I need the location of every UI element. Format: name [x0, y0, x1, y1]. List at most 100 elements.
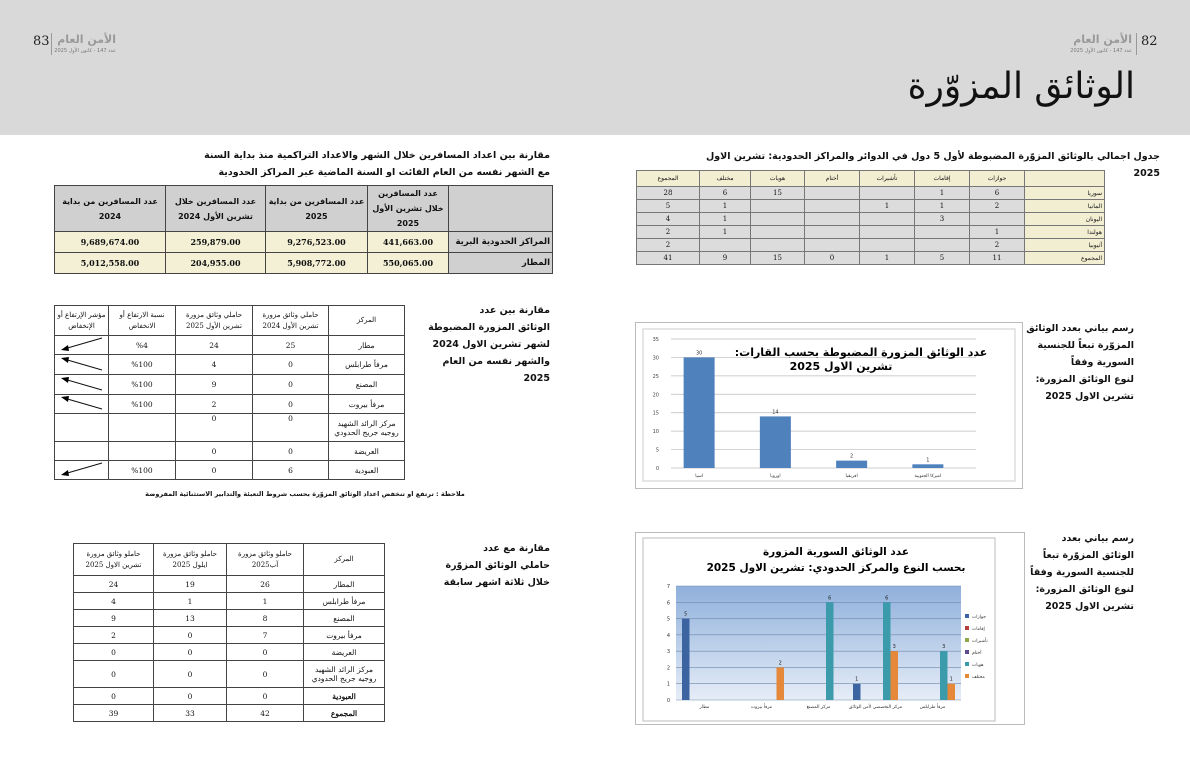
indicator-cell — [54, 354, 109, 375]
table-cell: 6 — [969, 186, 1025, 200]
table-cell: 5,908,772.00 — [265, 252, 368, 274]
column-header: نسبة الارتفاع أو الانخفاض — [108, 305, 176, 336]
table-cell: 4 — [73, 592, 154, 610]
column-header — [448, 185, 553, 232]
y-tick-label: 25 — [653, 374, 659, 380]
center-name: مركز الرائد الشهيد روجيه جريج الحدودي — [328, 413, 405, 442]
table-cell: 41 — [636, 251, 700, 265]
x-tick-label: مرفأ بيروت — [751, 703, 773, 710]
column-header: المركز — [303, 543, 385, 576]
table-cell — [108, 413, 176, 442]
table-cell — [859, 186, 915, 200]
comparison-note: ملاحظة : ترتفع او تنخفض اعداد الوثائق ال… — [145, 490, 465, 498]
table-cell — [859, 238, 915, 252]
arrow-down-left-icon — [60, 337, 102, 351]
table-row: سوريا 6 1 15 6 28 — [636, 186, 1105, 200]
indicator-cell — [54, 413, 109, 442]
table-row: المصنع 8 13 9 — [73, 609, 385, 627]
table-cell: 9,276,523.00 — [265, 231, 368, 253]
center-name: مرفأ بيروت — [328, 394, 405, 414]
magazine-logo: الأمن العام — [57, 33, 116, 46]
legend-label: مختلف — [972, 675, 985, 680]
table-cell: 1 — [699, 212, 751, 226]
caption-line: المزوّرة تبعاً للجنسية — [1037, 340, 1134, 351]
divider — [51, 33, 52, 55]
table-cell — [804, 238, 860, 252]
table-cell: 0 — [252, 413, 329, 442]
countries-table: جوازات إقامات تأشيرات أختام هويات مختلف المجمو… — [636, 170, 1105, 265]
data-label: 1 — [926, 457, 929, 463]
table-cell: 24 — [73, 575, 154, 593]
table-cell — [750, 199, 805, 213]
magazine-logo: الأمن العام — [1073, 33, 1132, 46]
arrow-up-left-icon — [60, 396, 102, 410]
table-cell — [750, 212, 805, 226]
caption-line: السورية وفقاً — [1070, 357, 1134, 368]
table-cell: 0 — [175, 413, 253, 442]
table-cell: 204,955.00 — [165, 252, 266, 274]
table-row: أثيوبيا 2 2 — [636, 238, 1105, 252]
data-label: 5 — [684, 612, 687, 618]
caption-line: لشهر تشرين الاول 2024 — [432, 339, 550, 350]
y-tick-label: 30 — [653, 355, 659, 361]
table-cell: 0 — [73, 643, 154, 661]
arrow-up-left-icon — [60, 356, 102, 370]
y-tick-label: 20 — [653, 392, 659, 398]
caption-line: تشرين الاول 2025 — [1045, 391, 1134, 402]
column-header: مختلف — [699, 170, 751, 187]
center-name: مرفأ طرابلس — [303, 592, 385, 610]
table-cell: %100 — [108, 460, 176, 480]
travellers-table: عدد المسافرين خلال تشرين الأول 2025 عدد ا… — [54, 185, 553, 274]
column-header: حاملو وثائق مزورة ايلول 2025 — [153, 543, 227, 576]
y-tick-label: 4 — [667, 633, 670, 639]
table-cell: 0 — [252, 394, 329, 414]
row-label: المانيا — [1024, 199, 1105, 213]
comparison-caption: مقارنة بين عدد الوثائق المزورة المضبوطة … — [420, 302, 550, 387]
table-row: اليونان 3 1 4 — [636, 212, 1105, 226]
center-name: العبودية — [328, 460, 405, 480]
caption-line: والشهر نفسه من العام 2025 — [442, 356, 550, 384]
chart-title: عدد الوثائق السورية المزورة — [763, 546, 909, 558]
column-header: هويات — [750, 170, 805, 187]
data-label: 2 — [779, 660, 782, 666]
column-header: المركز — [328, 305, 405, 336]
column-header: جوازات — [969, 170, 1025, 187]
syrian-chart-caption: رسم بياني بعدد الوثائق المزوّرة تبعاً لل… — [1014, 530, 1134, 615]
data-label: 6 — [885, 595, 888, 601]
table-cell: 42 — [226, 704, 304, 722]
data-label: 30 — [696, 350, 702, 356]
indicator-cell — [54, 394, 109, 414]
table-cell — [699, 238, 751, 252]
table-header-row: المركز حاملو وثائق مزورة آب2025 حاملو وثائ… — [73, 543, 385, 576]
table-cell: 6 — [699, 186, 751, 200]
data-label: 1 — [950, 677, 953, 683]
center-name: المجموع — [303, 704, 385, 722]
indicator-cell — [54, 335, 109, 355]
bar — [683, 357, 715, 468]
left-page-number: 83 — [33, 34, 50, 49]
table-cell — [804, 212, 860, 226]
caption-line: خلال ثلاثة اشهر سابقة — [443, 577, 550, 588]
table-row: العريضة 0 0 0 — [73, 643, 385, 661]
right-page-number: 82 — [1141, 34, 1158, 49]
table-row: المطار 26 19 24 — [73, 575, 385, 593]
caption-line: مقارنة مع عدد — [483, 543, 550, 554]
table-row: مرفأ طرابلس 0 4 %100 — [54, 354, 405, 375]
bar — [883, 602, 891, 700]
legend-swatch — [965, 662, 969, 666]
data-label: 2 — [850, 454, 853, 460]
legend-swatch — [965, 626, 969, 630]
travellers-table-title: مقارنة بين اعداد المسافرين خلال الشهر وا… — [150, 147, 550, 181]
column-header: المجموع — [636, 170, 700, 187]
table-row: العبودية 0 0 0 — [73, 687, 385, 705]
y-tick-label: 5 — [656, 448, 659, 454]
bar — [940, 651, 948, 700]
y-tick-label: 0 — [656, 466, 659, 472]
column-header: حاملو وثائق مزورة آب2025 — [226, 543, 304, 576]
comparison-table: المركز حاملي وثائق مزورة تشرين الأول 2024… — [54, 305, 405, 480]
table-cell: 0 — [175, 441, 253, 461]
table-row: مرفأ طرابلس 1 1 4 — [73, 592, 385, 610]
table-row: مطار 25 24 %4 — [54, 335, 405, 355]
table-cell: 2 — [175, 394, 253, 414]
y-tick-label: 6 — [667, 600, 670, 606]
